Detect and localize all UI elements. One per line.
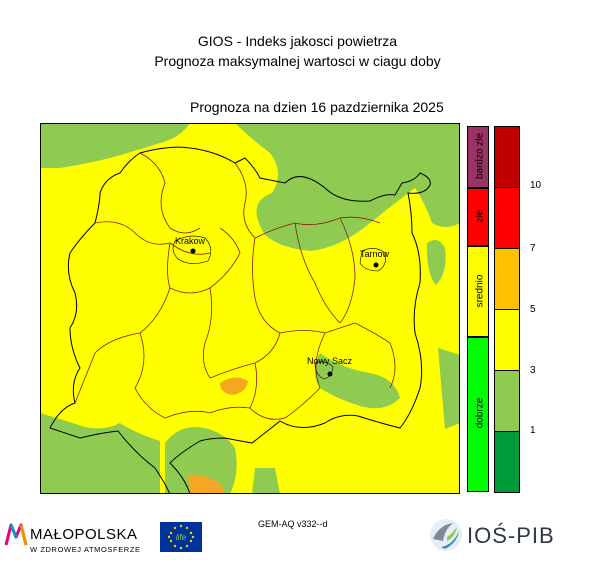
legend-label-zle: złe <box>474 209 486 223</box>
malopolska-name: MAŁOPOLSKA <box>30 526 138 543</box>
city-marker-tarnow <box>373 262 379 268</box>
city-label-krakow: Krakow <box>175 236 206 246</box>
scale-tick-3: 3 <box>530 365 536 376</box>
malopolska-logo-icon <box>4 523 28 546</box>
city-label-nowy-sacz: Nowy Sacz <box>307 356 353 366</box>
scale-band-3 <box>494 309 520 371</box>
legend-label-dobrze: dobrze <box>474 397 486 429</box>
map-frame <box>40 123 460 494</box>
legend-zle <box>467 188 489 246</box>
model-version: GEM-AQ v332--d <box>258 519 328 529</box>
scale-band-2 <box>494 370 520 432</box>
eu-life-logo: life <box>160 522 202 552</box>
scale-band-1 <box>494 431 520 493</box>
legend-srednio <box>467 246 489 337</box>
scale-tick-10: 10 <box>530 180 542 191</box>
scale-tick-1: 1 <box>530 425 536 436</box>
green-areas <box>40 123 460 494</box>
scale-band-4 <box>494 248 520 310</box>
forecast-date: Prognoza na dzien 16 pazdziernika 2025 <box>190 99 444 115</box>
legend-label-srednio: srednio <box>474 274 486 308</box>
malopolska-tagline: W ZDROWEJ ATMOSFERZE <box>30 545 141 554</box>
map-title: GIOS - Indeks jakosci powietrza <box>197 33 398 49</box>
orange-areas <box>188 377 248 494</box>
scale-tick-7: 7 <box>530 243 536 254</box>
eu-life-text: life <box>176 533 187 542</box>
city-marker-nowy-sacz <box>327 371 333 377</box>
forecast-map <box>40 123 460 494</box>
district-borders <box>74 152 396 420</box>
index-color-scale <box>494 126 520 493</box>
ios-pib-name: IOŚ-PIB <box>467 523 555 548</box>
legend-dobrze <box>467 337 489 492</box>
scale-tick-5: 5 <box>530 304 536 315</box>
voivodeship-border <box>49 146 431 494</box>
ios-pib-logo-icon <box>430 519 462 551</box>
city-label-tarnow: Tarnow <box>360 249 390 259</box>
scale-band-5 <box>494 187 520 249</box>
legend-bardzo-zle <box>467 126 489 188</box>
map-subtitle: Prognoza maksymalnej wartosci w ciagu do… <box>154 53 441 69</box>
scale-band-6 <box>494 126 520 188</box>
city-marker-krakow <box>190 248 196 254</box>
legend-label-bardzo-zle: bardzo złe <box>474 132 486 180</box>
